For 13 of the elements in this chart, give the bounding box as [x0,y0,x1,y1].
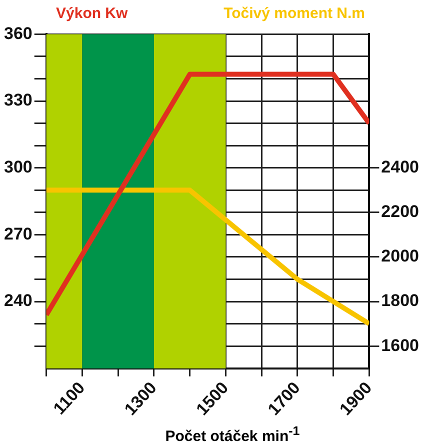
y-tick-label: 360 [4,24,32,43]
y2-tick-label: 1600 [381,336,420,355]
y-tick-label: 240 [4,291,32,310]
y-tick-label: 300 [4,158,32,177]
x-axis-title: Počet otáček min$^{-1}$ [164,423,301,443]
y2-tick-label: 2400 [381,158,420,177]
y2-tick-label: 1800 [381,291,420,310]
y-tick-label: 270 [4,224,32,244]
y2-axis-title: Točivý moment N.m [224,5,365,22]
y2-tick-label: 2000 [381,246,420,266]
y-tick-label: 330 [4,90,32,110]
y-axis-title: Výkon Kw [56,5,128,22]
y2-tick-label: 2200 [381,202,420,222]
